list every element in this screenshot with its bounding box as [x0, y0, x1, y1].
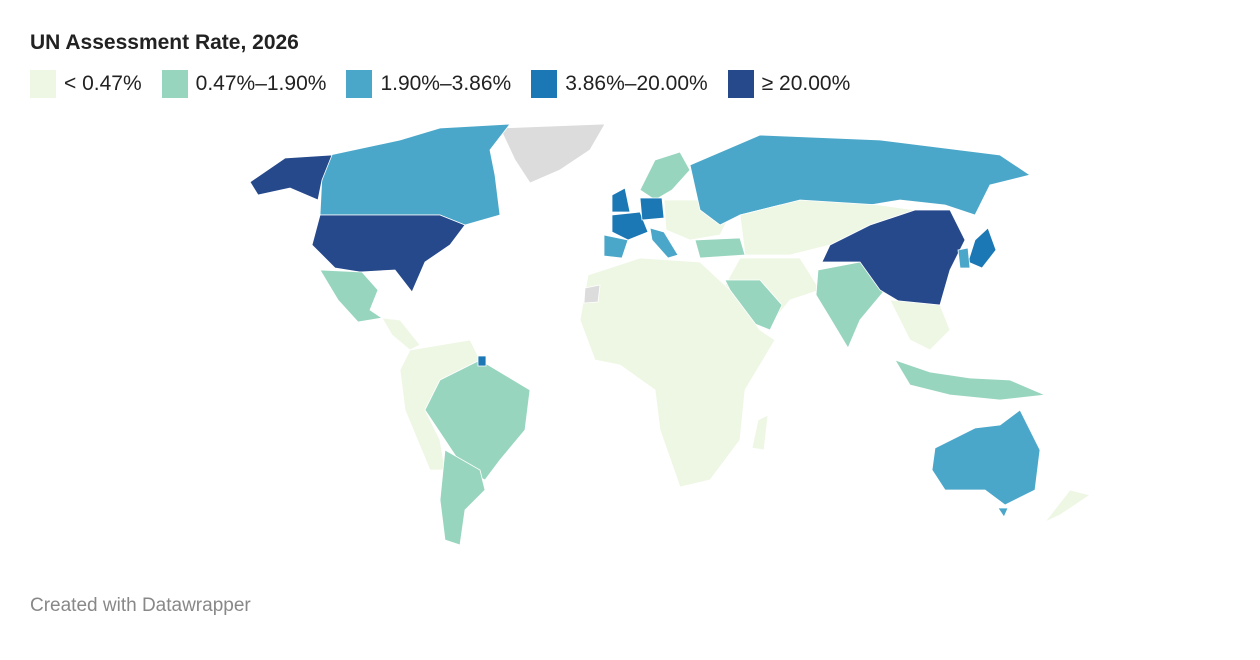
- legend-label: 1.90%–3.86%: [380, 72, 512, 95]
- france: [611, 211, 649, 241]
- korea: [957, 247, 971, 269]
- legend-label: 0.47%–1.90%: [195, 72, 327, 95]
- italy: [649, 227, 679, 259]
- new-zealand: [1044, 489, 1091, 523]
- brazil: [424, 359, 531, 481]
- legend-item: ≥ 20.00%: [727, 70, 851, 98]
- turkey: [694, 237, 746, 259]
- legend-swatch: [346, 70, 373, 98]
- tasmania: [997, 507, 1009, 518]
- legend: < 0.47% 0.47%–1.90% 1.90%–3.86% 3.86%–20.00…: [30, 70, 850, 98]
- map-title: UN Assessment Rate, 2026: [30, 31, 299, 54]
- japan: [967, 227, 997, 269]
- united-kingdom: [611, 187, 631, 213]
- legend-item: < 0.47%: [30, 70, 142, 98]
- legend-label: ≥ 20.00%: [761, 72, 851, 95]
- french-guiana: [477, 355, 487, 367]
- legend-item: 1.90%–3.86%: [346, 70, 511, 98]
- legend-item: 0.47%–1.90%: [161, 70, 327, 98]
- western-sahara: [583, 284, 601, 304]
- greenland: [499, 123, 606, 184]
- footer: Created with Datawrapper: [30, 595, 251, 616]
- legend-swatch: [531, 70, 558, 98]
- legend-swatch: [161, 70, 188, 98]
- argentina: [439, 449, 486, 546]
- alaska: [249, 154, 333, 201]
- central-america: [381, 317, 421, 351]
- china: [821, 209, 966, 306]
- south-america-north: [399, 339, 481, 471]
- africa: [579, 257, 776, 488]
- southeast-asia: [889, 299, 951, 351]
- indonesia: [894, 359, 1047, 401]
- mexico: [319, 269, 384, 323]
- legend-swatch: [30, 70, 56, 98]
- legend-item: 3.86%–20.00%: [531, 70, 708, 98]
- scandinavia: [639, 151, 691, 201]
- germany: [639, 197, 665, 221]
- madagascar: [751, 414, 769, 451]
- russia: [689, 134, 1031, 226]
- legend-label: 3.86%–20.00%: [565, 72, 708, 95]
- united-states: [311, 214, 466, 293]
- legend-label: < 0.47%: [64, 72, 142, 95]
- australia: [931, 409, 1041, 506]
- spain: [603, 234, 629, 259]
- canada: [319, 123, 511, 226]
- legend-swatch: [727, 70, 754, 98]
